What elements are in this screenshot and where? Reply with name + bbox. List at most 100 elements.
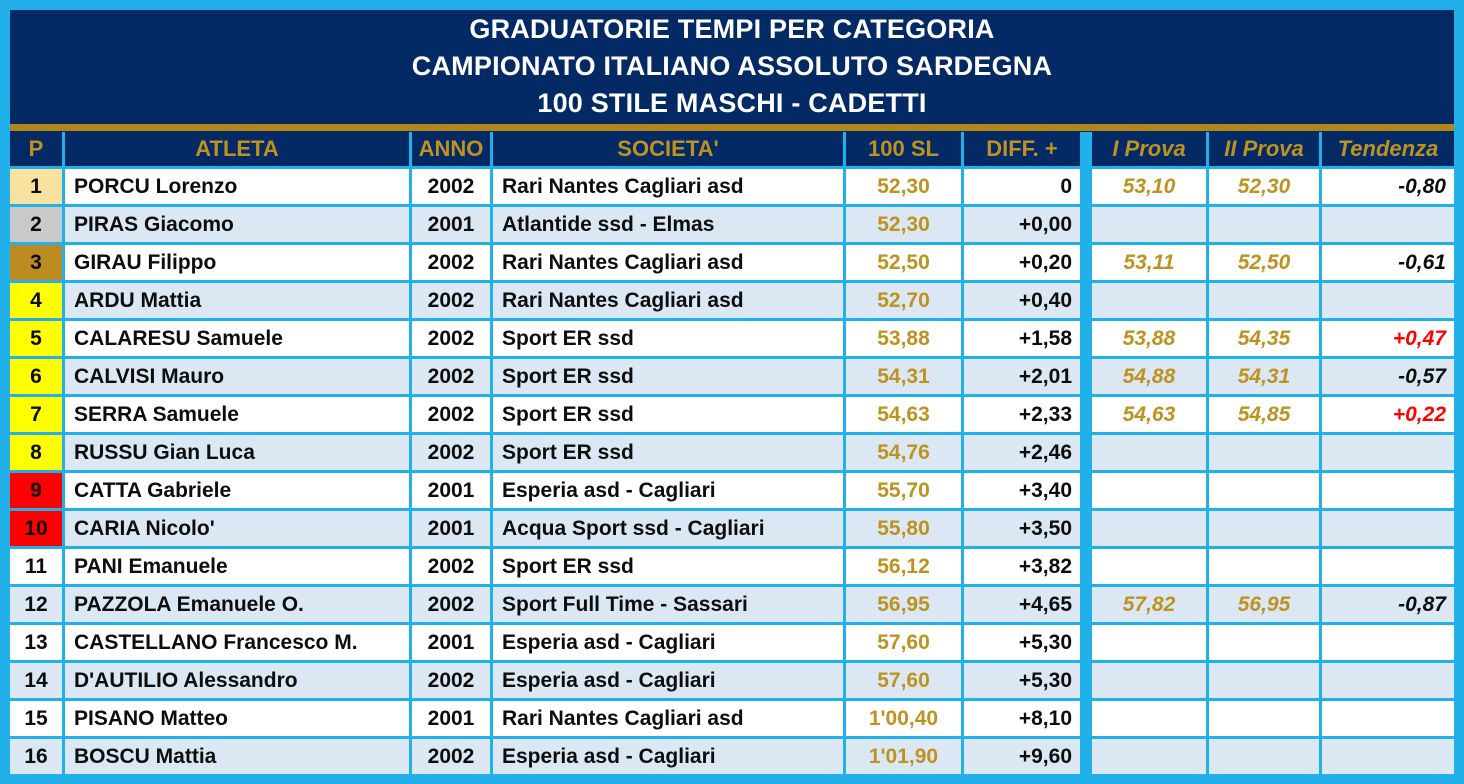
row-group-divider [1083,435,1089,470]
time-100sl-cell: 52,50 [846,245,961,280]
prova1-cell [1092,549,1206,584]
club-cell: Sport ER ssd [493,549,843,584]
club-cell: Sport Full Time - Sassari [493,587,843,622]
prova1-cell: 53,11 [1092,245,1206,280]
prova2-cell [1209,549,1319,584]
header-year: ANNO [412,132,490,166]
athlete-cell: CALARESU Samuele [65,321,409,356]
gold-divider-bar [10,122,1454,132]
athlete-cell: CALVISI Mauro [65,359,409,394]
rank-cell: 13 [10,625,62,660]
tendenza-cell: -0,57 [1322,359,1454,394]
header-tendenza: Tendenza [1322,132,1454,166]
year-cell: 2001 [412,701,490,736]
prova2-cell: 52,30 [1209,169,1319,204]
row-group-divider [1083,549,1089,584]
time-100sl-cell: 56,95 [846,587,961,622]
diff-cell: +2,46 [964,435,1080,470]
athlete-cell: CARIA Nicolo' [65,511,409,546]
prova1-cell: 57,82 [1092,587,1206,622]
time-100sl-cell: 56,12 [846,549,961,584]
time-100sl-cell: 55,70 [846,473,961,508]
rank-cell: 2 [10,207,62,242]
time-100sl-cell: 55,80 [846,511,961,546]
athlete-cell: PORCU Lorenzo [65,169,409,204]
tendenza-cell [1322,207,1454,242]
prova1-cell [1092,283,1206,318]
prova2-cell: 52,50 [1209,245,1319,280]
club-cell: Rari Nantes Cagliari asd [493,701,843,736]
rank-cell: 1 [10,169,62,204]
prova1-cell: 53,10 [1092,169,1206,204]
year-cell: 2001 [412,473,490,508]
prova2-cell [1209,473,1319,508]
tendenza-cell: -0,80 [1322,169,1454,204]
rank-cell: 15 [10,701,62,736]
year-cell: 2002 [412,283,490,318]
prova2-cell: 54,85 [1209,397,1319,432]
prova1-cell [1092,511,1206,546]
time-100sl-cell: 54,31 [846,359,961,394]
time-100sl-cell: 54,76 [846,435,961,470]
header-prova1: I Prova [1092,132,1206,166]
year-cell: 2002 [412,169,490,204]
club-cell: Atlantide ssd - Elmas [493,207,843,242]
athlete-cell: BOSCU Mattia [65,739,409,774]
prova2-cell [1209,283,1319,318]
athlete-cell: SERRA Samuele [65,397,409,432]
year-cell: 2002 [412,549,490,584]
row-group-divider [1083,283,1089,318]
diff-cell: +0,40 [964,283,1080,318]
diff-cell: +5,30 [964,625,1080,660]
time-100sl-cell: 52,70 [846,283,961,318]
tendenza-cell: -0,87 [1322,587,1454,622]
year-cell: 2001 [412,511,490,546]
year-cell: 2002 [412,245,490,280]
header-prova2: II Prova [1209,132,1319,166]
year-cell: 2002 [412,321,490,356]
row-group-divider [1083,245,1089,280]
prova2-cell [1209,663,1319,698]
club-cell: Esperia asd - Cagliari [493,739,843,774]
time-100sl-cell: 1'00,40 [846,701,961,736]
time-100sl-cell: 52,30 [846,207,961,242]
row-group-divider [1083,473,1089,508]
prova1-cell: 53,88 [1092,321,1206,356]
diff-cell: +4,65 [964,587,1080,622]
rank-cell: 9 [10,473,62,508]
club-cell: Sport ER ssd [493,359,843,394]
prova1-cell [1092,701,1206,736]
time-100sl-cell: 53,88 [846,321,961,356]
title-line-3: 100 STILE MASCHI - CADETTI [537,87,927,118]
tendenza-cell: +0,47 [1322,321,1454,356]
time-100sl-cell: 1'01,90 [846,739,961,774]
rank-cell: 7 [10,397,62,432]
rank-cell: 3 [10,245,62,280]
tendenza-cell [1322,435,1454,470]
prova2-cell: 54,31 [1209,359,1319,394]
athlete-cell: CATTA Gabriele [65,473,409,508]
row-group-divider [1083,359,1089,394]
athlete-cell: PIRAS Giacomo [65,207,409,242]
prova1-cell: 54,88 [1092,359,1206,394]
row-group-divider [1083,397,1089,432]
row-group-divider [1083,625,1089,660]
rank-cell: 12 [10,587,62,622]
tendenza-cell [1322,283,1454,318]
diff-cell: +2,01 [964,359,1080,394]
ranking-grid: P ATLETA ANNO SOCIETA' 100 SL DIFF. + I … [10,132,1454,774]
prova2-cell [1209,625,1319,660]
diff-cell: +3,82 [964,549,1080,584]
club-cell: Esperia asd - Cagliari [493,663,843,698]
title-line-1: GRADUATORIE TEMPI PER CATEGORIA [469,13,995,44]
header-100sl: 100 SL [846,132,961,166]
tendenza-cell [1322,549,1454,584]
club-cell: Sport ER ssd [493,397,843,432]
diff-cell: +2,33 [964,397,1080,432]
row-group-divider [1083,207,1089,242]
title-block: GRADUATORIE TEMPI PER CATEGORIA CAMPIONA… [10,10,1454,122]
row-group-divider [1083,739,1089,774]
prova1-cell [1092,663,1206,698]
prova2-cell [1209,207,1319,242]
prova1-cell [1092,435,1206,470]
